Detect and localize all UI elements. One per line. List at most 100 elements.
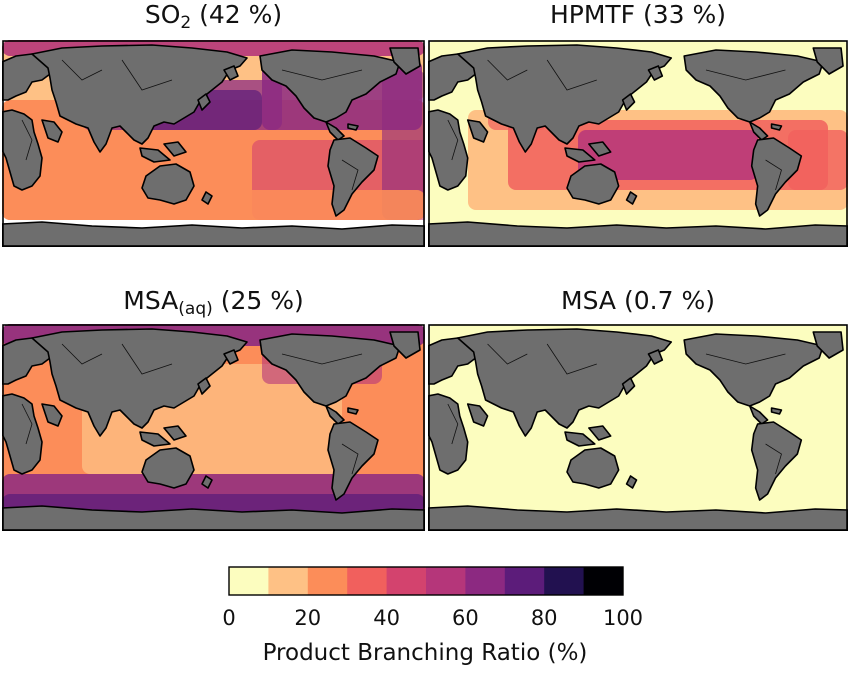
map-panel-hpmtf (428, 40, 848, 247)
colorbar-bin (347, 567, 388, 595)
landmass (201, 191, 213, 205)
country-border (546, 59, 597, 91)
landmass (625, 191, 638, 205)
landmass (750, 421, 803, 501)
country-border (487, 59, 528, 81)
country-border (765, 159, 782, 191)
landmass (564, 431, 596, 447)
country-border (705, 69, 786, 81)
landmass (347, 407, 359, 415)
country-border (121, 343, 173, 375)
landmass (327, 137, 379, 217)
colorbar-bin (544, 567, 585, 595)
panel-title-msa: MSA (0.7 %) (561, 286, 715, 315)
landmass (750, 137, 803, 217)
landmass (466, 403, 489, 427)
country-border (281, 69, 363, 81)
landmass (647, 349, 664, 365)
country-border (447, 119, 459, 161)
landmass (327, 421, 379, 501)
landmass (325, 405, 345, 425)
landmass (141, 447, 195, 489)
colorbar-bin (426, 567, 466, 595)
colorbar-bin (465, 567, 506, 595)
landmass (223, 65, 239, 81)
country-border (341, 443, 359, 475)
country-border (341, 159, 359, 191)
landmass (748, 121, 769, 141)
landmass (466, 119, 489, 143)
landmass (428, 221, 848, 247)
country-border (281, 353, 363, 365)
landmass (259, 49, 401, 123)
ratio-field (382, 70, 425, 220)
landmass (621, 93, 636, 111)
colorbar-bin (583, 567, 624, 595)
colorbar-tick-label: 20 (294, 606, 322, 630)
colorbar-bin (229, 567, 269, 595)
landmass (566, 163, 620, 205)
country-border (61, 343, 103, 365)
country-border (21, 119, 33, 161)
landmass (325, 121, 345, 141)
colorbar-label: Product Branching Ratio (%) (262, 640, 588, 666)
panel-title-hpmtf: HPMTF (33 %) (549, 0, 727, 29)
landmass (456, 44, 673, 153)
landmass (770, 407, 783, 415)
landmass (139, 431, 171, 447)
country-border (546, 343, 597, 375)
colorbar-bin (504, 567, 545, 595)
landmass (197, 377, 211, 395)
landmass (141, 163, 195, 205)
landmass (2, 109, 43, 191)
landmass (683, 333, 824, 407)
landmass (812, 47, 844, 75)
country-border (705, 353, 786, 365)
map-panel-msa-aq (2, 324, 425, 531)
landmass (139, 147, 171, 163)
colorbar-bin (268, 567, 309, 595)
ratio-field (2, 190, 425, 220)
landmass (588, 425, 612, 441)
map-frame (2, 40, 425, 247)
landmass (31, 44, 248, 153)
landmass (625, 475, 638, 489)
country-border (487, 343, 528, 365)
landmass (456, 328, 673, 437)
landmass (812, 331, 844, 359)
landmass (31, 328, 248, 437)
country-border (765, 443, 782, 475)
landmass (647, 65, 664, 81)
landmass (770, 123, 783, 131)
colorbar-bin (307, 567, 348, 595)
landmass (428, 393, 469, 475)
panel-title-so2: SO2 (42 %) (144, 0, 283, 33)
ratio-field (788, 130, 848, 190)
landmass (41, 119, 63, 143)
landmass (347, 123, 359, 131)
colorbar-tick-label: 80 (530, 606, 558, 630)
landmass (2, 505, 425, 531)
colorbar-tick-label: 40 (373, 606, 400, 630)
landmass (564, 147, 596, 163)
colorbar (228, 566, 624, 596)
map-frame (2, 324, 425, 531)
ratio-field (2, 494, 425, 514)
map-panel-so2 (2, 40, 425, 247)
colorbar-bin (386, 567, 427, 595)
landmass (163, 141, 187, 157)
colorbar-tick-label: 60 (452, 606, 479, 630)
landmass (683, 49, 824, 123)
landmass (588, 141, 612, 157)
map-panel-msa (428, 324, 848, 531)
country-border (121, 59, 173, 91)
landmass (41, 403, 63, 427)
country-border (61, 59, 103, 81)
landmass (2, 393, 43, 475)
ratio-field (578, 130, 758, 180)
landmass (566, 447, 620, 489)
map-frame (428, 40, 848, 247)
map-frame (428, 324, 848, 531)
landmass (201, 475, 213, 489)
landmass (748, 405, 769, 425)
